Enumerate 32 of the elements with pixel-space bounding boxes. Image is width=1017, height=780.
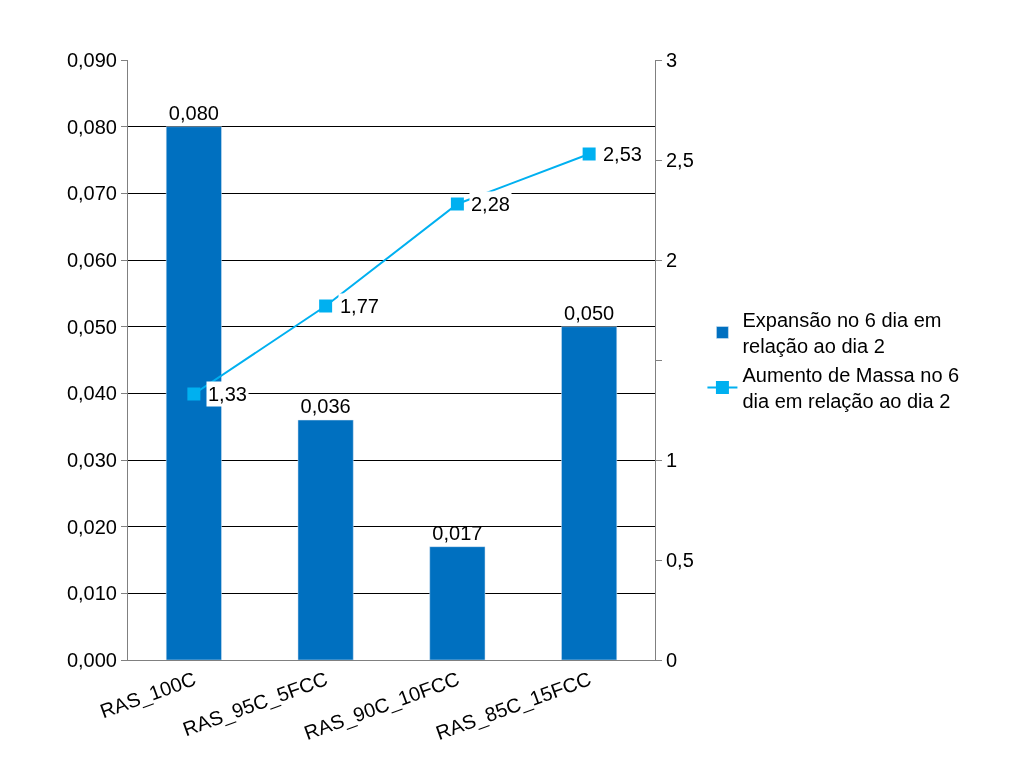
- y2-tick-label: 2: [666, 249, 678, 271]
- y-tick-label: 0,020: [66, 515, 117, 538]
- data-label: 2,28: [471, 193, 510, 215]
- y2-tick-label: 0: [666, 649, 678, 671]
- bar: [561, 326, 618, 660]
- point: [319, 299, 333, 313]
- y-tick-label: 0,030: [66, 449, 117, 471]
- y-tick-label: 0,080: [66, 115, 117, 138]
- y2-tick-label: 0,5: [666, 549, 694, 571]
- bar: [429, 546, 486, 660]
- legend-label: Expansão no 6 dia em relação ao dia 2: [742, 309, 942, 358]
- y2-tick-label: 1: [666, 449, 678, 471]
- legend-label: Aumento de Massa no 6 dia em relação ao dia 2: [742, 364, 960, 413]
- bar: [297, 419, 354, 660]
- y-tick-label: 0,070: [66, 182, 117, 205]
- y-tick-label: 0,090: [66, 49, 117, 71]
- data-label: 1,77: [340, 295, 379, 317]
- data-label: 0,080: [168, 101, 219, 124]
- y-tick-label: 0,050: [66, 315, 117, 338]
- y-tick-label: 0,010: [66, 582, 117, 605]
- data-label: 0,036: [300, 395, 351, 417]
- data-label: 0,050: [564, 301, 615, 324]
- data-label: 2,53: [603, 143, 642, 165]
- point: [187, 387, 201, 401]
- point: [450, 197, 464, 211]
- y-tick-label: 0,040: [66, 382, 117, 405]
- y-tick-label: 0,000: [66, 649, 117, 671]
- data-label: 1,33: [208, 383, 247, 405]
- y2-tick-label: 2,5: [666, 149, 694, 171]
- y2-tick-label: 3: [666, 49, 678, 71]
- point: [582, 147, 596, 161]
- y-tick-label: 0,060: [66, 249, 117, 271]
